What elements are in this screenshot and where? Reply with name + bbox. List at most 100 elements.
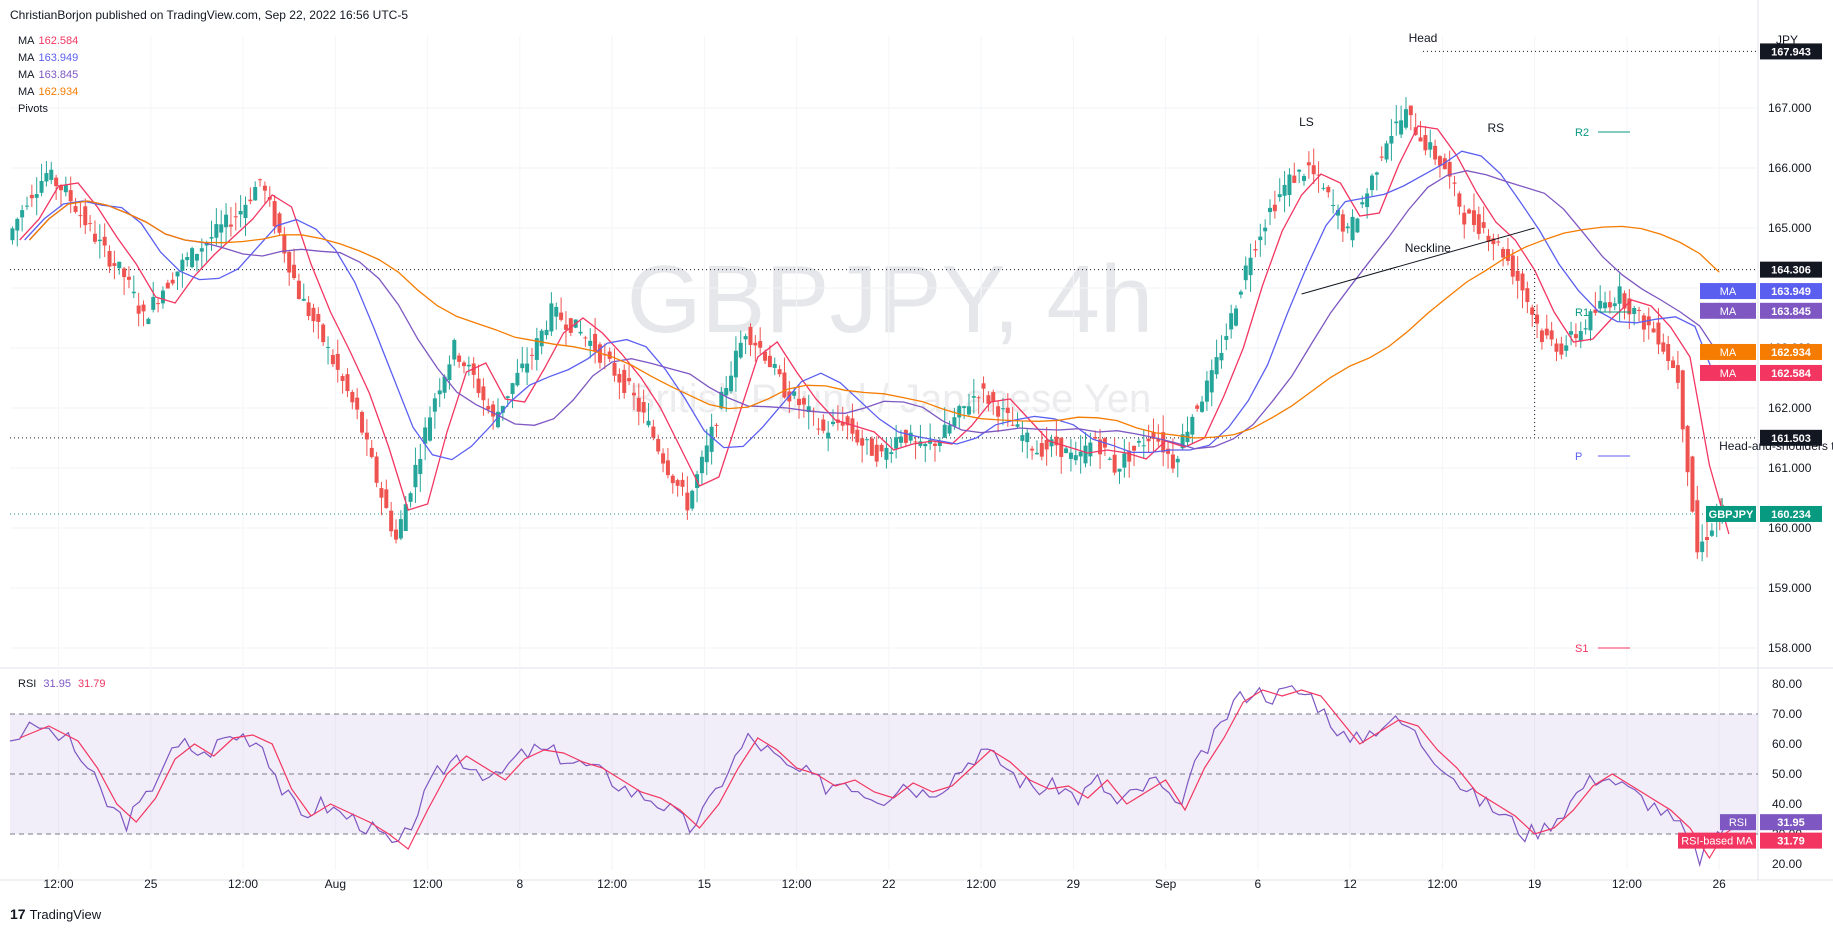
candle-body: [1583, 328, 1588, 330]
candle-body: [1277, 194, 1282, 198]
candle-body: [1433, 145, 1438, 160]
candle-body: [1107, 458, 1112, 460]
legend-ma-4-value: 162.934: [38, 86, 79, 98]
candle-body: [248, 199, 253, 202]
candle-body: [1705, 537, 1710, 541]
candle-body: [1360, 202, 1365, 205]
candle-body: [1161, 432, 1166, 453]
candle-body: [986, 395, 991, 404]
candle-body: [1335, 210, 1340, 216]
candle-body: [1195, 405, 1200, 409]
rsi-ma-line: [19, 689, 1735, 860]
candle-body: [160, 290, 165, 304]
candle-body: [1209, 370, 1214, 393]
candle-body: [1180, 434, 1185, 449]
candle-body: [1554, 343, 1559, 352]
candle-body: [243, 204, 248, 219]
candle-body: [840, 421, 845, 426]
candle-body: [646, 420, 651, 426]
ma-value-bg: [1760, 343, 1822, 360]
candle-body: [1641, 315, 1646, 330]
candle-body: [1408, 105, 1413, 116]
candle-body: [345, 374, 350, 392]
ma-tag-bg: [1700, 283, 1756, 300]
footer-brand[interactable]: 17 TradingView: [10, 906, 101, 922]
candle-body: [1068, 452, 1073, 459]
candle-body: [1685, 425, 1690, 473]
candle-body: [758, 341, 763, 348]
price-label-bg: [1760, 43, 1822, 60]
candle-body: [937, 440, 942, 446]
candle-body: [1345, 226, 1350, 229]
legend-ma-3[interactable]: MA 163.845: [18, 67, 78, 84]
candle-body: [1598, 300, 1603, 309]
candle-body: [1423, 135, 1428, 151]
candle-body: [641, 401, 646, 413]
rsi-ma-value: 31.79: [1777, 836, 1805, 848]
candle-body: [1374, 172, 1379, 175]
candle-body: [1175, 458, 1180, 463]
candle-body: [1539, 330, 1544, 343]
price-label-bg: [1760, 261, 1822, 278]
candle-body: [1496, 241, 1501, 243]
candle-body: [1471, 210, 1476, 226]
candle-body: [816, 428, 821, 430]
legend-pivots[interactable]: Pivots: [18, 101, 78, 118]
candle-body: [1224, 336, 1229, 340]
candle-body: [1564, 345, 1569, 351]
rsi-value: 31.95: [1777, 817, 1805, 829]
price-tick-label: 161.000: [1768, 461, 1812, 475]
candle-body: [733, 350, 738, 378]
candle-body: [461, 362, 466, 367]
rsi-legend[interactable]: RSI 31.95 31.79: [18, 678, 106, 690]
candle-body: [1117, 468, 1122, 472]
ma-value-bg: [1760, 302, 1822, 319]
candle-body: [316, 314, 321, 322]
pivot-label: R1: [1575, 307, 1589, 319]
legend-ma-4[interactable]: MA 162.934: [18, 84, 78, 101]
ma-value: 162.584: [1771, 368, 1812, 380]
price-tick-label: 159.000: [1768, 581, 1812, 595]
candle-body: [1059, 437, 1064, 457]
candle-body: [219, 224, 224, 233]
candle-body: [1593, 309, 1598, 313]
candle-body: [398, 519, 403, 539]
candle-body: [262, 185, 267, 191]
candle-body: [1306, 162, 1311, 166]
candle-body: [525, 363, 530, 373]
legend-ma-2[interactable]: MA 163.949: [18, 50, 78, 67]
candle-body: [1690, 456, 1695, 512]
candle-body: [1680, 370, 1685, 430]
time-tick-label: 25: [144, 877, 158, 891]
candle-body: [355, 397, 360, 410]
candle-body: [962, 406, 967, 409]
candle-body: [510, 383, 515, 395]
candle-body: [1064, 448, 1069, 454]
candle-body: [1588, 311, 1593, 331]
legend-ma-3-value: 163.845: [38, 69, 79, 81]
candle-body: [850, 418, 855, 434]
candle-body: [432, 398, 437, 412]
candle-body: [1093, 436, 1098, 439]
indicator-legend: MA 162.584 MA 163.949 MA 163.845 MA 162.934 …: [18, 33, 78, 118]
candle-body: [447, 364, 452, 380]
candle-body: [1302, 176, 1307, 181]
legend-ma-1[interactable]: MA 162.584: [18, 33, 78, 50]
candle-body: [627, 378, 632, 382]
candle-body: [879, 444, 884, 452]
candle-body: [699, 456, 704, 474]
candle-body: [1112, 454, 1117, 473]
candle-body: [981, 383, 986, 389]
legend-ma-3-label: MA: [18, 69, 35, 81]
candle-body: [1462, 212, 1467, 225]
symbol-tag: GBPJPY: [1709, 509, 1754, 521]
candle-body: [214, 224, 219, 238]
candle-body: [1486, 235, 1491, 242]
candle-body: [714, 424, 719, 426]
candle-body: [1428, 142, 1433, 150]
watermark-description: British Pound / Japanese Yen: [629, 377, 1152, 421]
candle-body: [136, 305, 141, 314]
candle-body: [913, 441, 918, 443]
price-tick-label: 166.000: [1768, 161, 1812, 175]
